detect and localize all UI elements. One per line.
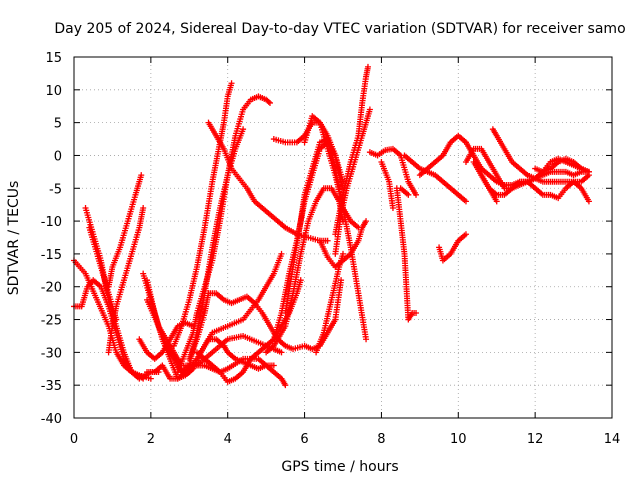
data-series bbox=[71, 63, 592, 389]
series-arc-32 bbox=[378, 159, 396, 211]
series-arc-17 bbox=[205, 277, 345, 353]
y-tick-label: -20 bbox=[41, 281, 62, 296]
series-arc-39 bbox=[470, 159, 592, 205]
data-point bbox=[366, 106, 373, 113]
data-point bbox=[265, 98, 272, 105]
data-point bbox=[240, 126, 247, 133]
series-arc-10 bbox=[136, 319, 197, 362]
series-arc-28 bbox=[316, 218, 370, 271]
x-tick-label: 12 bbox=[527, 432, 544, 447]
data-point bbox=[338, 277, 345, 284]
grid bbox=[74, 57, 612, 418]
x-tick-label: 6 bbox=[300, 432, 308, 447]
data-point bbox=[297, 277, 304, 284]
data-point bbox=[389, 204, 396, 211]
y-tick-label: -5 bbox=[49, 182, 62, 197]
data-point bbox=[413, 191, 420, 198]
chart-title: Day 205 of 2024, Sidereal Day-to-day VTE… bbox=[54, 21, 625, 37]
y-tick-label: 15 bbox=[45, 51, 62, 66]
data-point bbox=[138, 172, 145, 179]
series-arc-6 bbox=[105, 204, 147, 356]
data-point bbox=[340, 250, 346, 257]
y-tick-label: -10 bbox=[41, 215, 62, 230]
x-axis-label: GPS time / hours bbox=[281, 459, 398, 475]
x-tick-label: 4 bbox=[224, 432, 232, 447]
data-point bbox=[405, 191, 412, 198]
data-point bbox=[266, 99, 273, 106]
series-arc-37 bbox=[489, 126, 592, 185]
y-tick-label: 10 bbox=[45, 84, 62, 99]
y-tick-label: -15 bbox=[41, 248, 62, 263]
data-point bbox=[228, 80, 235, 87]
data-point bbox=[140, 204, 147, 211]
data-point bbox=[585, 168, 592, 175]
x-tick-label: 10 bbox=[450, 432, 467, 447]
data-point bbox=[363, 218, 370, 225]
data-point bbox=[364, 63, 371, 70]
x-tick-label: 14 bbox=[604, 432, 621, 447]
data-point bbox=[282, 382, 289, 389]
data-point bbox=[585, 198, 592, 205]
series-arc-31 bbox=[393, 185, 420, 323]
series-arc-29 bbox=[366, 145, 420, 198]
y-tick-label: -35 bbox=[41, 379, 62, 394]
x-tick-label: 8 bbox=[377, 432, 385, 447]
plot-frame bbox=[73, 56, 613, 419]
axis-ticks: 0 2 4 6 8 10 12 14 -40 -35 -30 -25 -20 -15 -10 -5 0 5 10 15 bbox=[41, 51, 621, 447]
y-tick-label: 5 bbox=[54, 117, 62, 132]
x-tick-label: 0 bbox=[70, 432, 78, 447]
data-point bbox=[462, 231, 469, 238]
y-tick-label: -25 bbox=[41, 314, 62, 329]
data-point bbox=[278, 349, 285, 356]
y-tick-label: 0 bbox=[54, 149, 62, 164]
series-arc-5 bbox=[105, 172, 145, 290]
series-arc-40 bbox=[532, 155, 592, 175]
y-tick-label: -40 bbox=[41, 412, 62, 427]
data-point bbox=[462, 198, 469, 205]
series-arc-12 bbox=[170, 80, 235, 349]
series-arc-35 bbox=[436, 231, 469, 264]
data-point bbox=[278, 250, 285, 257]
series-arc-33 bbox=[401, 152, 469, 205]
series-arc-30 bbox=[397, 185, 412, 198]
data-point bbox=[363, 336, 370, 343]
series-arc-27 bbox=[332, 106, 373, 257]
data-point bbox=[493, 198, 500, 205]
series-arc-19 bbox=[193, 355, 289, 389]
data-point bbox=[324, 237, 331, 244]
series-arc-24 bbox=[313, 250, 346, 356]
series-arc-15 bbox=[178, 126, 247, 376]
series-arc-4 bbox=[86, 224, 120, 323]
data-point bbox=[270, 362, 277, 369]
x-tick-label: 2 bbox=[147, 432, 155, 447]
y-axis-label: SDTVAR / TECUs bbox=[6, 181, 22, 296]
data-point bbox=[413, 309, 420, 316]
series-arc-25 bbox=[301, 113, 362, 231]
data-point bbox=[147, 375, 154, 382]
y-tick-label: -30 bbox=[41, 346, 62, 361]
